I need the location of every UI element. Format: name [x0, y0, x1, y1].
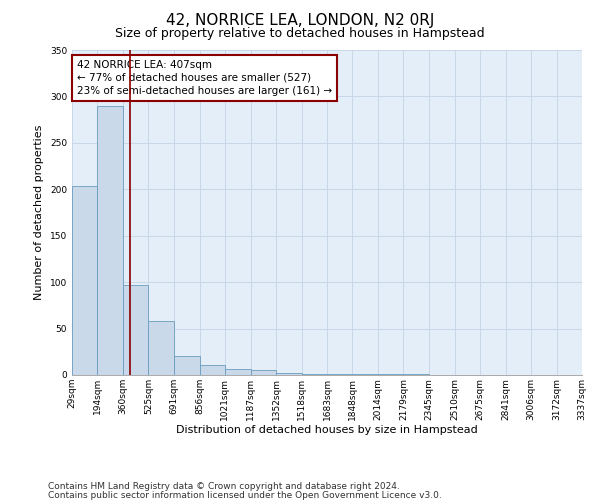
X-axis label: Distribution of detached houses by size in Hampstead: Distribution of detached houses by size … [176, 426, 478, 436]
Bar [148, 321, 174, 375]
Text: 42 NORRICE LEA: 407sqm
← 77% of detached houses are smaller (527)
23% of semi-de: 42 NORRICE LEA: 407sqm ← 77% of detached… [77, 60, 332, 96]
Bar [251, 370, 276, 375]
Bar [302, 374, 327, 375]
Y-axis label: Number of detached properties: Number of detached properties [34, 125, 44, 300]
Bar [352, 374, 378, 375]
Bar [378, 374, 403, 375]
Text: Contains public sector information licensed under the Open Government Licence v3: Contains public sector information licen… [48, 490, 442, 500]
Bar [199, 365, 225, 375]
Bar [225, 370, 251, 375]
Bar [72, 186, 97, 375]
Bar [174, 356, 199, 375]
Bar [403, 374, 429, 375]
Bar [327, 374, 352, 375]
Text: Contains HM Land Registry data © Crown copyright and database right 2024.: Contains HM Land Registry data © Crown c… [48, 482, 400, 491]
Bar [97, 106, 123, 375]
Bar [276, 373, 302, 375]
Bar [123, 285, 148, 375]
Text: 42, NORRICE LEA, LONDON, N2 0RJ: 42, NORRICE LEA, LONDON, N2 0RJ [166, 12, 434, 28]
Text: Size of property relative to detached houses in Hampstead: Size of property relative to detached ho… [115, 28, 485, 40]
